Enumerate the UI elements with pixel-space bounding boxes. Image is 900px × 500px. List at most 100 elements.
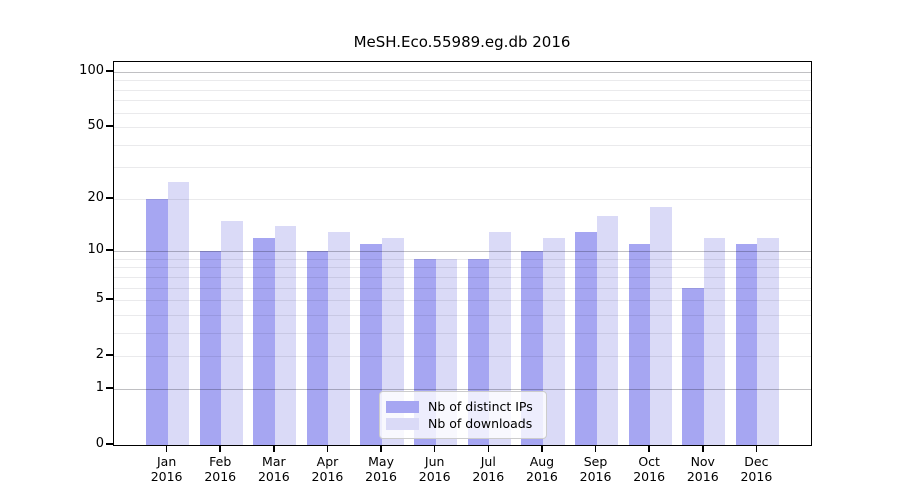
x-tick-label-jun: Jun 2016 <box>405 454 465 484</box>
bar-dec-distinct-ips <box>735 244 758 445</box>
chart-title: MeSH.Eco.55989.eg.db 2016 <box>353 33 571 51</box>
bar-oct-distinct-ips <box>628 244 651 445</box>
bar-jan-distinct-ips <box>146 198 168 445</box>
x-tick-month: May <box>368 454 394 469</box>
x-tick-year: 2016 <box>418 469 451 484</box>
bar-sep-downloads <box>596 215 619 445</box>
x-tick-month: Sep <box>583 454 608 469</box>
x-tick-mark <box>219 445 221 452</box>
x-tick-label-aug: Aug 2016 <box>512 454 572 484</box>
x-tick-label-feb: Feb 2016 <box>190 454 250 484</box>
gridline-minor <box>114 356 811 358</box>
gridline-minor <box>114 80 811 82</box>
bar-aug-downloads <box>542 237 565 445</box>
y-tick-label: 2 <box>95 347 104 363</box>
gridline-major <box>114 71 811 73</box>
x-tick-month: Jan <box>156 454 177 469</box>
bar-mar-distinct-ips <box>253 237 275 445</box>
y-tick-mark <box>106 70 113 72</box>
gridline-minor <box>114 100 811 102</box>
gridline-minor <box>114 127 811 129</box>
x-tick-label-jul: Jul 2016 <box>458 454 518 484</box>
gridline-minor <box>114 276 811 278</box>
gridline-minor <box>114 198 811 200</box>
x-tick-month: Dec <box>744 454 769 469</box>
x-tick-year: 2016 <box>472 469 505 484</box>
gridline-minor <box>114 300 811 302</box>
x-tick-label-may: May 2016 <box>351 454 411 484</box>
y-tick-mark <box>106 298 113 300</box>
y-tick-label: 10 <box>87 242 104 258</box>
x-tick-mark <box>273 445 275 452</box>
x-tick-month: Oct <box>638 454 660 469</box>
y-tick-mark <box>106 387 113 389</box>
legend-swatch-distinct-ips <box>386 400 419 413</box>
y-tick-label: 20 <box>87 189 104 205</box>
gridline-minor <box>114 112 811 114</box>
legend-entry-downloads: Nb of downloads <box>386 415 538 432</box>
bar-mar-downloads <box>274 226 297 445</box>
x-tick-month: Apr <box>316 454 339 469</box>
legend-swatch-downloads <box>386 417 419 430</box>
y-tick-label: 1 <box>95 379 104 395</box>
x-tick-mark <box>541 445 543 452</box>
gridline-minor <box>114 287 811 289</box>
x-tick-year: 2016 <box>579 469 612 484</box>
bar-oct-downloads <box>650 206 672 445</box>
y-tick-mark <box>106 125 113 127</box>
x-tick-mark <box>487 445 490 452</box>
bar-apr-distinct-ips <box>306 251 329 445</box>
bar-dec-downloads <box>757 237 779 445</box>
gridline-minor <box>114 144 811 146</box>
legend-label-distinct-ips: Nb of distinct IPs <box>428 399 533 414</box>
x-tick-mark <box>755 445 758 452</box>
x-tick-mark <box>380 445 382 452</box>
y-tick-label: 100 <box>79 62 104 78</box>
x-tick-mark <box>648 445 650 452</box>
x-tick-mark <box>326 445 329 452</box>
x-tick-mark <box>594 445 597 452</box>
bar-jan-downloads <box>167 181 190 445</box>
legend: Nb of distinct IPs Nb of downloads <box>379 391 547 439</box>
x-tick-mark <box>433 445 436 452</box>
x-tick-year: 2016 <box>633 469 666 484</box>
x-tick-label-apr: Apr 2016 <box>297 454 357 484</box>
gridline-minor <box>114 314 811 316</box>
bar-feb-distinct-ips <box>199 251 222 445</box>
y-tick-mark <box>106 249 113 251</box>
legend-label-downloads: Nb of downloads <box>428 416 533 431</box>
x-tick-year: 2016 <box>257 469 290 484</box>
x-tick-label-mar: Mar 2016 <box>244 454 304 484</box>
gridline-major <box>114 388 811 390</box>
gridline-minor <box>114 267 811 269</box>
x-tick-year: 2016 <box>740 469 773 484</box>
x-tick-month: Mar <box>262 454 286 469</box>
bar-may-distinct-ips <box>360 244 383 445</box>
x-tick-year: 2016 <box>150 469 183 484</box>
gridline-minor <box>114 167 811 169</box>
x-tick-label-oct: Oct 2016 <box>619 454 679 484</box>
bar-apr-downloads <box>328 231 351 445</box>
x-tick-mark <box>702 445 704 452</box>
bar-nov-distinct-ips <box>682 287 704 445</box>
bar-nov-downloads <box>703 237 726 445</box>
y-tick-mark <box>106 443 113 445</box>
x-tick-year: 2016 <box>204 469 237 484</box>
x-tick-month: Feb <box>209 454 232 469</box>
y-tick-label: 5 <box>95 291 104 307</box>
y-tick-label: 0 <box>95 436 104 451</box>
legend-entry-distinct-ips: Nb of distinct IPs <box>386 398 538 415</box>
y-tick-label: 50 <box>87 118 104 134</box>
gridline-minor <box>114 258 811 260</box>
bar-sep-distinct-ips <box>574 231 597 445</box>
x-tick-mark <box>165 445 168 452</box>
y-tick-mark <box>106 354 113 356</box>
grid-layer <box>114 62 811 445</box>
x-tick-label-nov: Nov 2016 <box>673 454 733 484</box>
plot-area: Nb of distinct IPs Nb of downloads <box>113 61 812 446</box>
x-tick-label-dec: Dec 2016 <box>726 454 786 484</box>
x-tick-month: Aug <box>529 454 555 469</box>
x-tick-year: 2016 <box>686 469 719 484</box>
gridline-minor <box>114 332 811 334</box>
